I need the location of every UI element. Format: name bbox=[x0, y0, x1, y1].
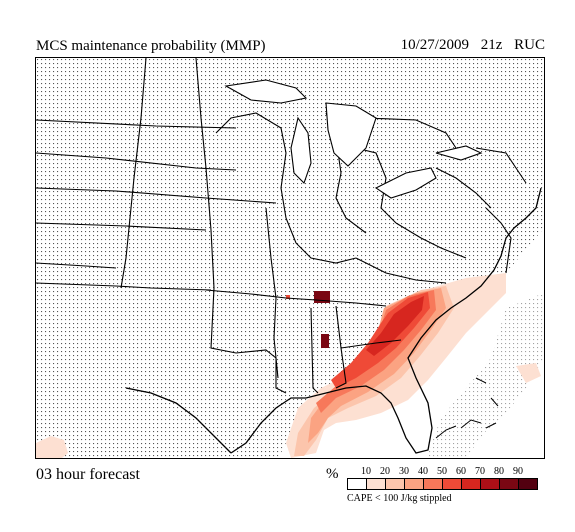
legend-swatch bbox=[385, 479, 404, 489]
legend-ticks: 10 20 30 40 50 60 70 80 90 bbox=[347, 466, 542, 478]
legend-tick: 60 bbox=[456, 466, 466, 477]
legend-tick: 50 bbox=[437, 466, 447, 477]
cycle-label: 21z bbox=[480, 37, 503, 53]
forecast-hour-label: 03 hour forecast bbox=[36, 466, 140, 483]
legend-swatch bbox=[442, 479, 461, 489]
legend-tick: 10 bbox=[361, 466, 371, 477]
legend-tick: 20 bbox=[380, 466, 390, 477]
model-label: RUC bbox=[514, 37, 545, 53]
map-title: MCS maintenance probability (MMP) bbox=[36, 38, 266, 54]
date-label: 10/27/2009 bbox=[400, 37, 469, 53]
color-legend: % 10 20 30 40 50 60 70 80 90 CAPE < 100 … bbox=[322, 466, 538, 506]
coastline bbox=[125, 187, 542, 454]
legend-swatch bbox=[423, 479, 442, 489]
legend-unit: % bbox=[326, 466, 339, 482]
legend-swatch bbox=[366, 479, 385, 489]
legend-swatch bbox=[348, 479, 366, 489]
mmp-box-arkansas bbox=[286, 295, 290, 299]
mmp-box-alabama bbox=[321, 334, 329, 348]
mmp-10-percent-gulf bbox=[516, 363, 541, 383]
legend-colorbar bbox=[347, 478, 538, 490]
mmp-10-percent-sw bbox=[36, 436, 68, 458]
legend-swatch bbox=[461, 479, 480, 489]
valid-time: 10/27/2009 21z RUC bbox=[401, 37, 545, 54]
map-panel bbox=[35, 57, 545, 459]
legend-swatch bbox=[404, 479, 423, 489]
map-canvas bbox=[36, 58, 544, 458]
legend-swatch bbox=[499, 479, 518, 489]
legend-swatch bbox=[518, 479, 537, 489]
legend-tick: 80 bbox=[494, 466, 504, 477]
legend-tick: 30 bbox=[399, 466, 409, 477]
mmp-80-percent bbox=[366, 296, 424, 356]
legend-tick: 40 bbox=[418, 466, 428, 477]
great-lakes bbox=[224, 79, 483, 199]
florida-keys bbox=[435, 419, 497, 439]
legend-tick: 70 bbox=[475, 466, 485, 477]
legend-tick: 90 bbox=[513, 466, 523, 477]
stipple-note: CAPE < 100 J/kg stippled bbox=[347, 493, 452, 504]
stipple-area-east bbox=[426, 293, 544, 458]
political-boundaries bbox=[36, 58, 527, 394]
legend-swatch bbox=[480, 479, 499, 489]
bahamas bbox=[475, 377, 499, 407]
